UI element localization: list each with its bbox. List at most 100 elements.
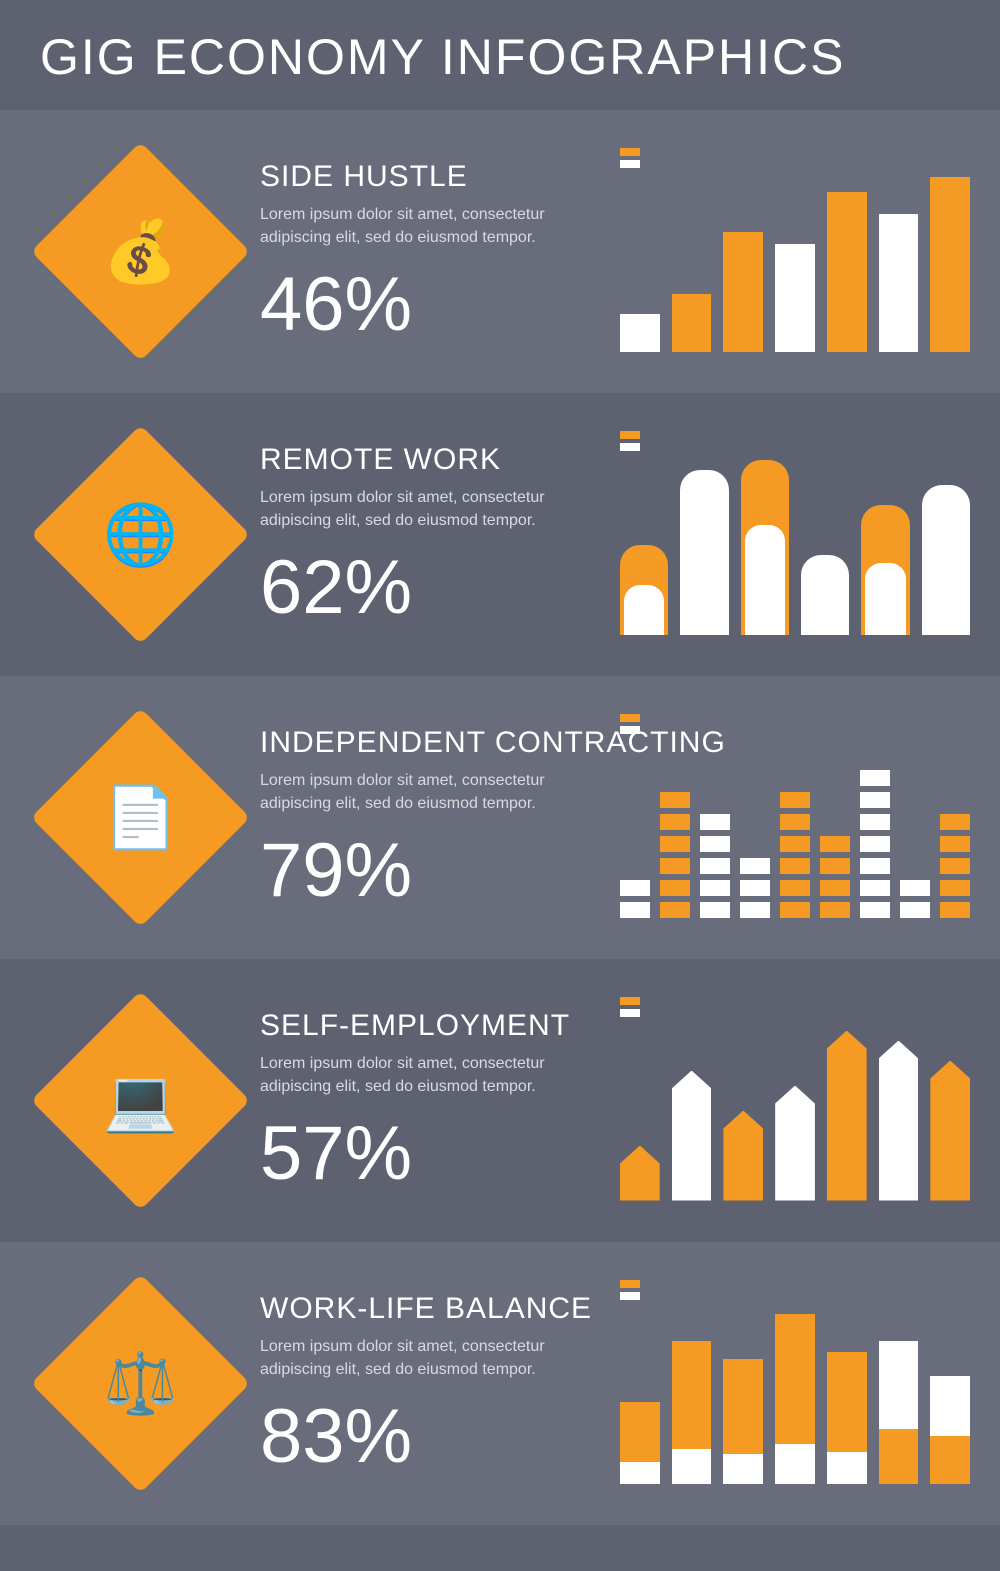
equalizer-column — [700, 814, 730, 918]
bar — [879, 1041, 919, 1201]
diamond-icon-bg: 💰 — [30, 142, 249, 361]
chart-pill — [620, 425, 970, 645]
diamond-icon-bg: 📄 — [30, 708, 249, 927]
equalizer-column — [900, 880, 930, 918]
chart-bars — [620, 1021, 970, 1201]
bar — [620, 314, 660, 352]
icon-column: 💰 — [20, 132, 260, 372]
bar — [827, 1031, 867, 1201]
equalizer-column — [660, 792, 690, 918]
section-title: INDEPENDENT CONTRACTING — [260, 726, 600, 760]
remote-work-icon: 🌐 — [103, 499, 178, 570]
icon-column: 🌐 — [20, 415, 260, 655]
bar — [775, 1086, 815, 1201]
legend-swatch — [620, 148, 640, 156]
equalizer-column — [620, 880, 650, 918]
legend-swatch — [620, 160, 640, 168]
equalizer-column — [940, 814, 970, 918]
section-description: Lorem ipsum dolor sit amet, consectetur … — [260, 770, 580, 815]
section-percent: 62% — [260, 550, 600, 626]
bar — [827, 192, 867, 352]
bar — [672, 1071, 712, 1201]
stacked-bar — [879, 1341, 919, 1484]
section-independent-contracting: 📄 INDEPENDENT CONTRACTING Lorem ipsum dolo… — [0, 676, 1000, 959]
bar — [672, 294, 712, 352]
text-column: WORK-LIFE BALANCE Lorem ipsum dolor sit a… — [260, 1292, 620, 1475]
section-title: SIDE HUSTLE — [260, 160, 600, 194]
chart-legend — [620, 148, 640, 168]
section-description: Lorem ipsum dolor sit amet, consectetur … — [260, 487, 580, 532]
section-percent: 57% — [260, 1116, 600, 1192]
stacked-bar — [775, 1314, 815, 1484]
chart-legend — [620, 431, 640, 451]
pill-bar — [680, 470, 728, 635]
legend-swatch — [620, 1280, 640, 1288]
side-hustle-icon: 💰 — [103, 216, 178, 287]
page-title: GIG ECONOMY INFOGRAPHICS — [40, 28, 960, 86]
section-remote-work: 🌐 REMOTE WORK Lorem ipsum dolor sit amet, … — [0, 393, 1000, 676]
section-description: Lorem ipsum dolor sit amet, consectetur … — [260, 204, 580, 249]
section-side-hustle: 💰 SIDE HUSTLE Lorem ipsum dolor sit amet, … — [0, 110, 1000, 393]
section-title: WORK-LIFE BALANCE — [260, 1292, 600, 1326]
icon-column: 📄 — [20, 698, 260, 938]
icon-column: 💻 — [20, 981, 260, 1221]
chart-bars — [620, 1304, 970, 1484]
chart-legend — [620, 1280, 640, 1300]
text-column: SIDE HUSTLE Lorem ipsum dolor sit amet, c… — [260, 160, 620, 343]
legend-swatch — [620, 443, 640, 451]
stacked-bar — [672, 1341, 712, 1484]
bar — [775, 244, 815, 352]
equalizer-column — [820, 836, 850, 918]
legend-swatch — [620, 1292, 640, 1300]
stacked-bar — [620, 1402, 660, 1484]
text-column: SELF-EMPLOYMENT Lorem ipsum dolor sit ame… — [260, 1009, 620, 1192]
section-percent: 46% — [260, 267, 600, 343]
bar — [723, 232, 763, 352]
section-self-employment: 💻 SELF-EMPLOYMENT Lorem ipsum dolor sit am… — [0, 959, 1000, 1242]
diamond-icon-bg: ⚖️ — [30, 1274, 249, 1493]
independent-contracting-icon: 📄 — [103, 782, 178, 853]
work-life-balance-icon: ⚖️ — [103, 1348, 178, 1419]
icon-column: ⚖️ — [20, 1264, 260, 1504]
stacked-bar — [827, 1352, 867, 1484]
self-employment-icon: 💻 — [103, 1065, 178, 1136]
chart-legend — [620, 714, 640, 734]
bar — [930, 177, 970, 352]
bar — [723, 1111, 763, 1201]
section-percent: 83% — [260, 1399, 600, 1475]
diamond-icon-bg: 💻 — [30, 991, 249, 1210]
chart-stacked — [620, 1274, 970, 1494]
section-description: Lorem ipsum dolor sit amet, consectetur … — [260, 1336, 580, 1381]
chart-bars — [620, 455, 970, 635]
section-work-life-balance: ⚖️ WORK-LIFE BALANCE Lorem ipsum dolor sit… — [0, 1242, 1000, 1525]
bar — [620, 1146, 660, 1201]
section-percent: 79% — [260, 833, 600, 909]
bar — [879, 214, 919, 352]
chart-legend — [620, 997, 640, 1017]
section-title: SELF-EMPLOYMENT — [260, 1009, 600, 1043]
equalizer-column — [740, 858, 770, 918]
pill-bar — [801, 555, 849, 635]
stacked-bar — [930, 1376, 970, 1484]
pill-bar — [741, 460, 789, 635]
legend-swatch — [620, 714, 640, 722]
header: GIG ECONOMY INFOGRAPHICS — [0, 0, 1000, 110]
section-title: REMOTE WORK — [260, 443, 600, 477]
pill-bar — [620, 545, 668, 635]
legend-swatch — [620, 1009, 640, 1017]
text-column: REMOTE WORK Lorem ipsum dolor sit amet, c… — [260, 443, 620, 626]
diamond-icon-bg: 🌐 — [30, 425, 249, 644]
chart-arrow — [620, 991, 970, 1211]
pill-bar — [861, 505, 909, 635]
chart-equalizer — [620, 708, 970, 928]
legend-swatch — [620, 726, 640, 734]
text-column: INDEPENDENT CONTRACTING Lorem ipsum dolor… — [260, 726, 620, 909]
section-description: Lorem ipsum dolor sit amet, consectetur … — [260, 1053, 580, 1098]
equalizer-column — [860, 770, 890, 918]
pill-bar — [922, 485, 970, 635]
chart-bars — [620, 172, 970, 352]
chart-bar — [620, 142, 970, 362]
legend-swatch — [620, 431, 640, 439]
legend-swatch — [620, 997, 640, 1005]
chart-bars — [620, 738, 970, 918]
